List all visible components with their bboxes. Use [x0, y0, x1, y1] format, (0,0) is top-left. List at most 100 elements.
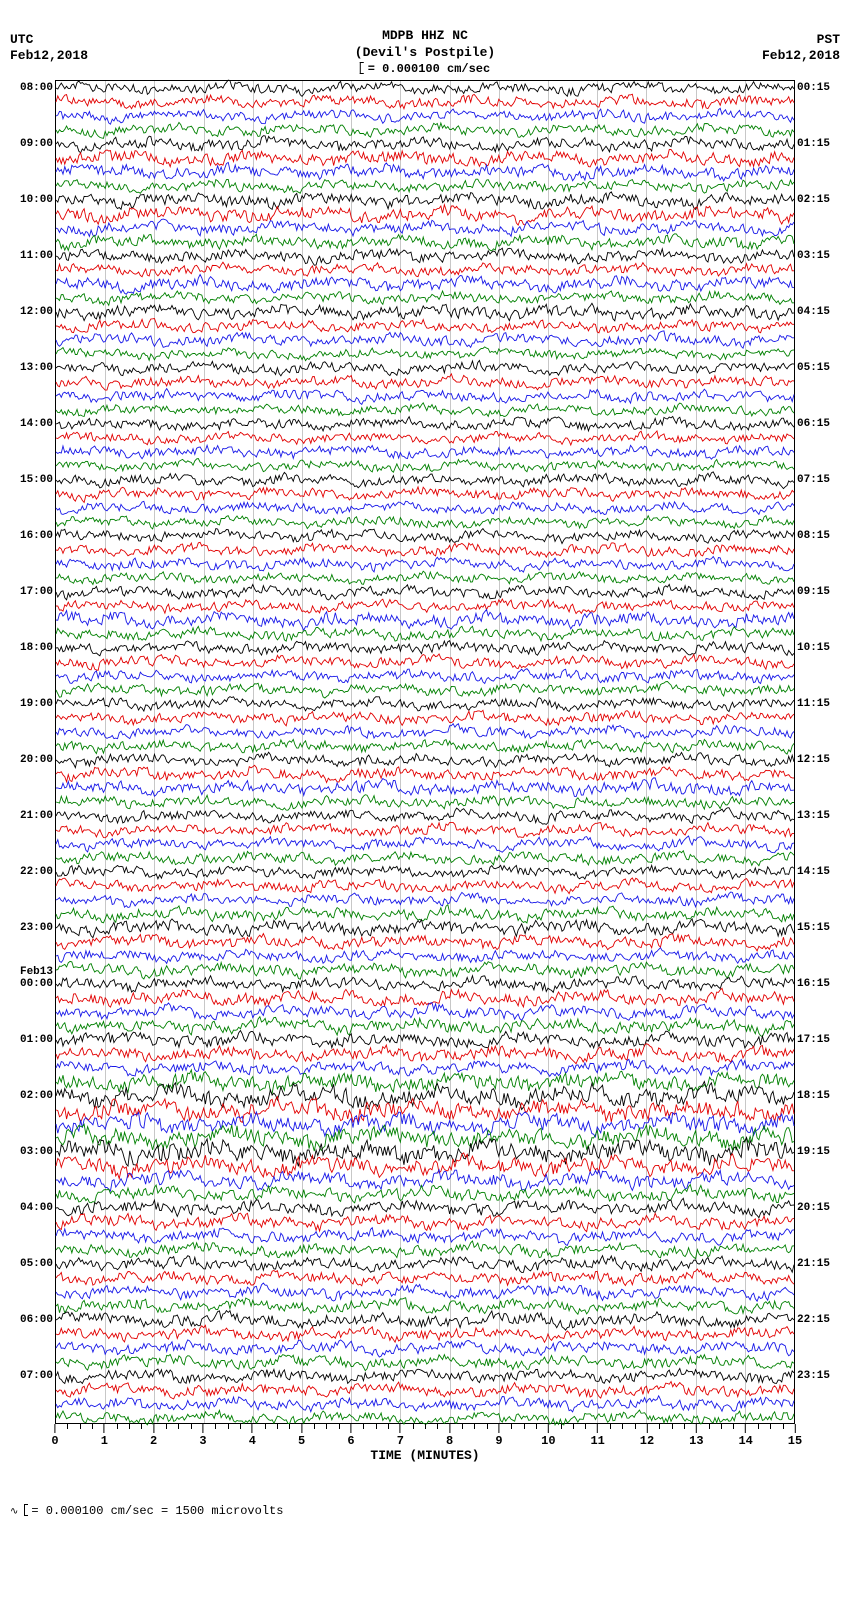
pst-time-label: 05:15	[794, 362, 830, 374]
pst-time-label: 06:15	[794, 418, 830, 430]
x-minor-tick	[684, 1424, 685, 1429]
seismic-trace	[56, 123, 794, 137]
pst-time-label: 20:15	[794, 1202, 830, 1214]
x-minor-tick	[178, 1424, 179, 1429]
seismic-trace	[56, 375, 794, 389]
x-minor-tick	[326, 1424, 327, 1429]
seismic-trace	[56, 109, 794, 123]
pst-time-label: 09:15	[794, 586, 830, 598]
right-timezone: PST	[762, 32, 840, 48]
x-minor-tick	[67, 1424, 68, 1429]
seismic-trace	[56, 305, 794, 319]
seismic-trace	[56, 487, 794, 501]
seismic-trace	[56, 501, 794, 515]
x-minor-tick	[80, 1424, 81, 1429]
seismic-trace	[56, 1327, 794, 1341]
x-minor-tick	[585, 1424, 586, 1429]
seismic-trace	[56, 935, 794, 949]
seismic-trace	[56, 1061, 794, 1075]
utc-time-label: 16:00	[20, 530, 56, 542]
x-tick: 12	[640, 1424, 654, 1448]
x-minor-tick	[437, 1424, 438, 1429]
seismic-trace	[56, 1243, 794, 1257]
x-minor-tick	[363, 1424, 364, 1429]
x-minor-tick	[117, 1424, 118, 1429]
seismic-trace	[56, 389, 794, 403]
pst-time-label: 16:15	[794, 978, 830, 990]
utc-time-label: 12:00	[20, 306, 56, 318]
seismic-trace	[56, 529, 794, 543]
seismic-trace	[56, 1257, 794, 1271]
pst-time-label: 15:15	[794, 922, 830, 934]
pst-time-label: 10:15	[794, 642, 830, 654]
x-axis: TIME (MINUTES) 0123456789101112131415	[55, 1424, 795, 1464]
seismic-trace	[56, 1369, 794, 1383]
seismic-trace	[56, 1117, 794, 1131]
station-code: MDPB HHZ NC	[355, 28, 495, 45]
x-tick: 10	[541, 1424, 555, 1448]
x-minor-tick	[339, 1424, 340, 1429]
seismic-trace	[56, 893, 794, 907]
seismic-trace	[56, 1299, 794, 1313]
x-minor-tick	[610, 1424, 611, 1429]
x-tick: 11	[590, 1424, 604, 1448]
seismic-trace	[56, 851, 794, 865]
seismic-trace	[56, 1089, 794, 1103]
seismic-trace	[56, 1075, 794, 1089]
seismic-trace	[56, 1145, 794, 1159]
seismic-trace	[56, 445, 794, 459]
pst-time-label: 00:15	[794, 82, 830, 94]
x-tick: 8	[446, 1424, 453, 1448]
x-minor-tick	[474, 1424, 475, 1429]
x-minor-tick	[141, 1424, 142, 1429]
seismic-trace	[56, 1131, 794, 1145]
seismic-trace	[56, 81, 794, 95]
utc-time-label: 23:00	[20, 922, 56, 934]
seismic-trace	[56, 949, 794, 963]
seismic-trace	[56, 333, 794, 347]
date-prefix-label: Feb13	[20, 966, 53, 978]
seismic-trace	[56, 207, 794, 221]
seismic-trace	[56, 165, 794, 179]
x-minor-tick	[622, 1424, 623, 1429]
seismic-trace	[56, 1285, 794, 1299]
pst-time-label: 22:15	[794, 1314, 830, 1326]
header-center: MDPB HHZ NC (Devil's Postpile) = 0.00010…	[355, 28, 495, 77]
seismic-trace	[56, 697, 794, 711]
seismic-trace	[56, 641, 794, 655]
pst-time-label: 13:15	[794, 810, 830, 822]
seismic-trace	[56, 1229, 794, 1243]
x-minor-tick	[413, 1424, 414, 1429]
utc-time-label: 03:00	[20, 1146, 56, 1158]
seismic-trace	[56, 235, 794, 249]
seismic-trace	[56, 711, 794, 725]
x-minor-tick	[758, 1424, 759, 1429]
x-minor-tick	[92, 1424, 93, 1429]
x-minor-tick	[289, 1424, 290, 1429]
seismic-trace	[56, 1411, 794, 1425]
seismic-trace	[56, 907, 794, 921]
station-location: (Devil's Postpile)	[355, 45, 495, 62]
x-tick: 1	[101, 1424, 108, 1448]
x-tick: 13	[689, 1424, 703, 1448]
seismic-trace	[56, 221, 794, 235]
x-minor-tick	[376, 1424, 377, 1429]
utc-time-label: 20:00	[20, 754, 56, 766]
x-minor-tick	[659, 1424, 660, 1429]
seismic-trace	[56, 823, 794, 837]
seismic-trace	[56, 781, 794, 795]
x-minor-tick	[511, 1424, 512, 1429]
x-minor-tick	[709, 1424, 710, 1429]
x-tick: 2	[150, 1424, 157, 1448]
seismic-trace	[56, 249, 794, 263]
utc-time-label: 11:00	[20, 250, 56, 262]
x-minor-tick	[561, 1424, 562, 1429]
seismic-trace	[56, 1173, 794, 1187]
utc-time-label: 04:00	[20, 1202, 56, 1214]
seismic-trace	[56, 655, 794, 669]
seismic-trace	[56, 753, 794, 767]
pst-time-label: 03:15	[794, 250, 830, 262]
pst-time-label: 18:15	[794, 1090, 830, 1102]
x-minor-tick	[215, 1424, 216, 1429]
utc-time-label: 09:00	[20, 138, 56, 150]
